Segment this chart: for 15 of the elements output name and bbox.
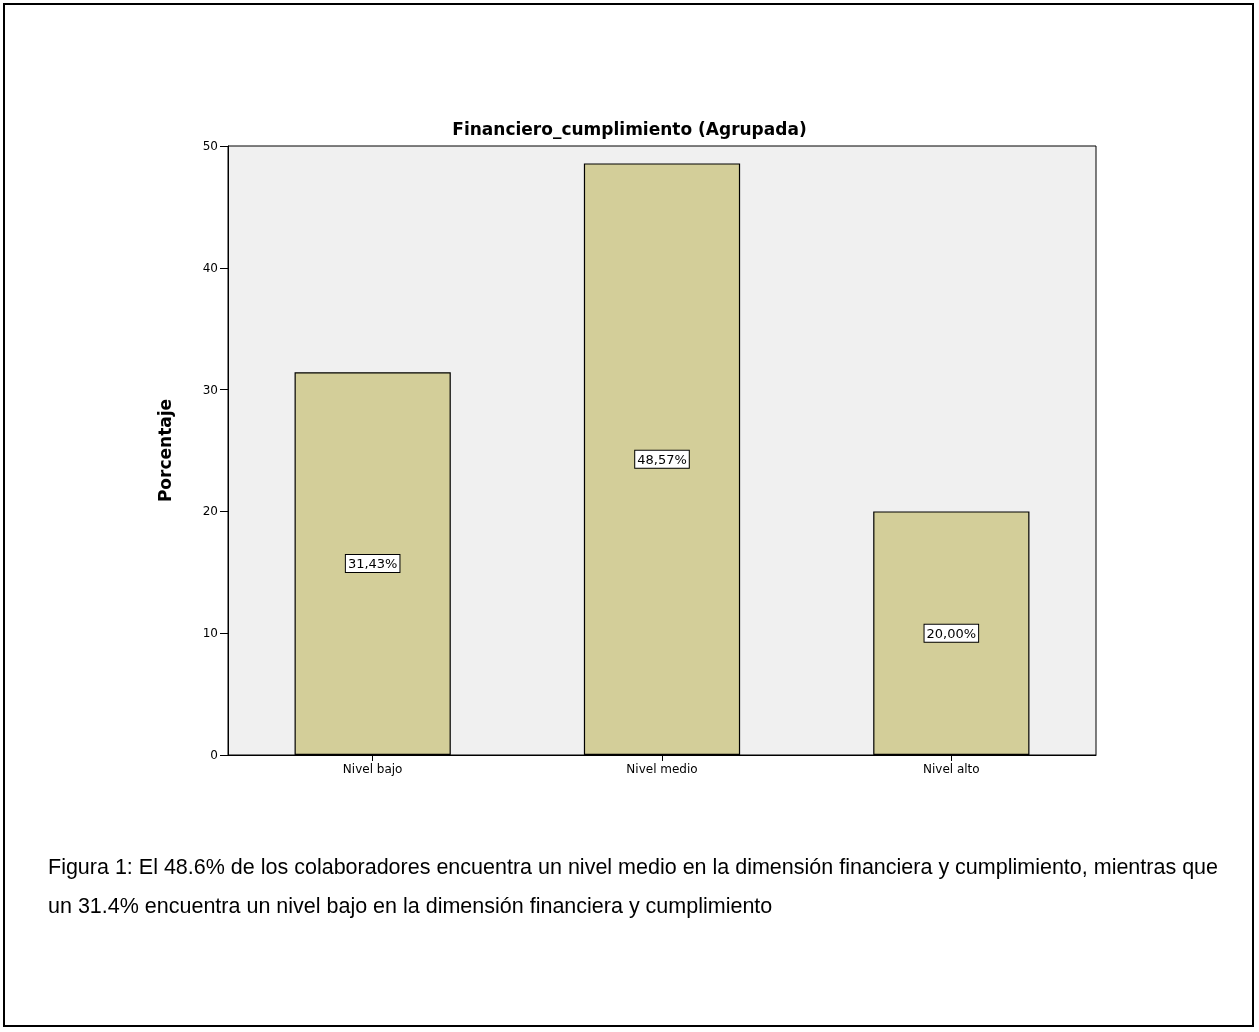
- data-label: 48,57%: [637, 451, 687, 467]
- y-tick-label: 50: [202, 139, 218, 153]
- x-tick-label: Nivel alto: [922, 762, 980, 776]
- data-label: 20,00%: [926, 625, 977, 641]
- x-tick-label: Nivel medio: [626, 762, 698, 776]
- y-tick-label: 30: [202, 382, 218, 397]
- x-tick-label: Nivel bajo: [342, 762, 403, 776]
- data-label: 31,43%: [347, 556, 398, 572]
- y-tick-label: 40: [202, 260, 218, 275]
- y-tick-label: 10: [202, 626, 218, 641]
- text: Figura 1: El 48.6% de los colaboradores encuentra un nivel medio en la dimensión financiera y cumplimiento, mientras que un 31.4% encuentra un nivel bajo en la dimensión financiera y cumplimiento: [48, 854, 1219, 920]
- y-tick-label: 0: [210, 748, 218, 762]
- y-tick-label: 20: [202, 504, 218, 519]
- chart-title: Financiero_cumplimiento (Agrupada): [452, 118, 807, 139]
- y-axis-title: Porcentaje: [154, 398, 175, 503]
